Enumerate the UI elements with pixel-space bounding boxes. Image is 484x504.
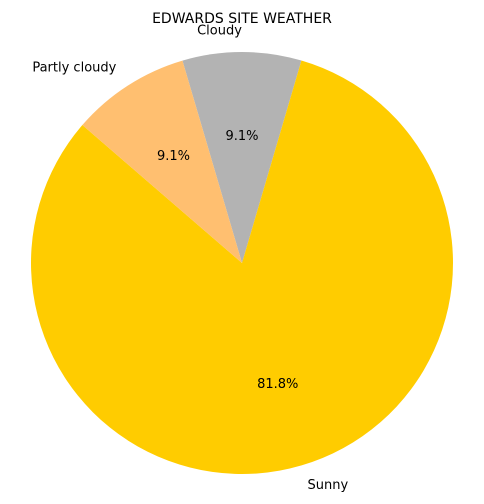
pie-labels: Cloudy 9.1% Sunny 81.8% Partly cloudy 9.1%: [32, 23, 348, 493]
slice-label-partly-cloudy: Partly cloudy: [32, 60, 116, 75]
slice-pct-sunny: 81.8%: [257, 377, 298, 392]
pie-slice-partly-cloudy: [82, 60, 243, 263]
pie-slice-sunny: [31, 60, 454, 474]
pie-slices: [31, 51, 454, 474]
slice-pct-cloudy: 9.1%: [225, 129, 258, 144]
slice-label-cloudy: Cloudy: [197, 23, 242, 38]
slice-pct-partly-cloudy: 9.1%: [157, 149, 190, 164]
slice-label-sunny: Sunny: [308, 478, 349, 493]
pie-slice-cloudy: [182, 51, 302, 264]
chart-title: EDWARDS SITE WEATHER: [152, 11, 332, 27]
